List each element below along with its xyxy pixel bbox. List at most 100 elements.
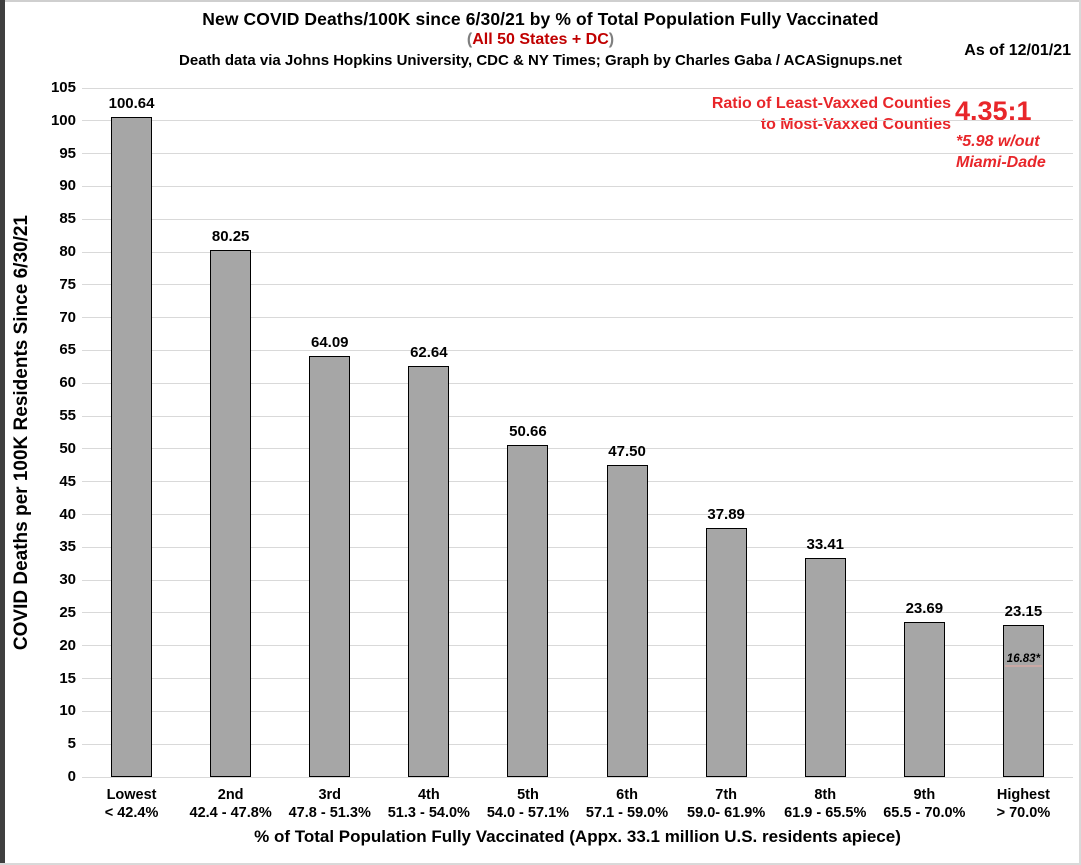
y-axis-tick-label: 100: [50, 111, 76, 129]
bar-value-label: 33.41: [806, 535, 845, 553]
bar-value-label: 64.09: [310, 334, 349, 352]
x-axis-tick-label: 7th 59.0- 61.9%: [669, 786, 784, 822]
gridline: [82, 251, 1073, 253]
y-axis-tick-label: 70: [59, 308, 76, 326]
bar-5th: [507, 444, 549, 777]
x-axis-tick-label: 5th 54.0 - 57.1%: [470, 786, 585, 822]
chart-subtitle: (All 50 States + DC): [0, 31, 1081, 49]
x-axis-tick-label: 4th 51.3 - 54.0%: [371, 786, 486, 822]
y-axis-tick-label: 105: [50, 79, 76, 96]
x-axis-tick-labels: Lowest < 42.4% 2nd 42.4 - 47.8% 3rd 47.8 - 51…: [82, 786, 1073, 826]
gridline: [82, 185, 1073, 187]
gridline: [82, 349, 1073, 351]
as-of-date: As of 12/01/21: [964, 42, 1071, 59]
y-axis-tick-label: 90: [59, 177, 76, 195]
x-axis-tick-label: Highest > 70.0%: [966, 786, 1081, 822]
gridline: [82, 546, 1073, 548]
bar-value-label: 80.25: [211, 228, 250, 246]
x-tick-range: 65.5 - 70.0%: [883, 805, 966, 821]
gridline: [82, 743, 1073, 745]
x-axis-tick-label: Lowest < 42.4%: [74, 786, 189, 822]
subtitle-paren-close: ): [608, 31, 615, 48]
inner-bar-note-label: 16.83*: [1006, 652, 1041, 665]
y-axis-tick-label: 95: [59, 144, 76, 162]
inner-bar-note-line: [1004, 664, 1042, 667]
ratio-footnote: *5.98 w/out Miami-Dade: [956, 131, 1046, 173]
y-axis-tick-label: 15: [59, 669, 76, 687]
x-axis-tick-label: 6th 57.1 - 59.0%: [570, 786, 685, 822]
page-right-border: [1079, 0, 1081, 865]
x-axis-tick-label: 9th 65.5 - 70.0%: [867, 786, 982, 822]
ratio-footnote-line1: *5.98 w/out: [956, 133, 1040, 150]
bar-4th: [408, 365, 450, 777]
x-tick-category: 5th: [517, 787, 539, 803]
y-axis-tick-label: 30: [59, 571, 76, 589]
bar-9th: [903, 621, 945, 777]
source-credit-line: Death data via Johns Hopkins University,…: [179, 52, 902, 69]
y-axis-tick-label: 40: [59, 505, 76, 523]
bar-2nd: [210, 250, 252, 777]
y-axis-tick-label: 85: [59, 210, 76, 228]
x-tick-category: 6th: [616, 787, 638, 803]
plot-area: 100.64 80.25 64.09 62.64 50.66 47.50 37.89 33.4…: [82, 87, 1073, 778]
ratio-annotation-label-line1: Ratio of Least-Vaxxed Counties: [711, 95, 951, 112]
x-tick-category: 9th: [913, 787, 936, 803]
bar-highest: [1002, 625, 1044, 777]
x-axis-tick-label: 8th 61.9 - 65.5%: [768, 786, 883, 822]
y-axis-tick-label: 55: [59, 407, 76, 425]
gridline: [82, 382, 1073, 384]
subtitle-text: All 50 States + DC: [472, 31, 609, 48]
page-bottom-border: [0, 863, 1081, 865]
subtitle-paren-open: (: [466, 31, 473, 48]
y-axis-tick-label: 35: [59, 538, 76, 556]
x-axis-tick-label: 2nd 42.4 - 47.8%: [173, 786, 288, 822]
gridline: [82, 678, 1073, 680]
bar-value-label: 62.64: [410, 343, 448, 361]
y-axis-tick-label: 65: [59, 341, 76, 359]
gridline: [82, 153, 1073, 155]
gridline: [82, 481, 1073, 483]
x-tick-range: 54.0 - 57.1%: [486, 805, 570, 821]
bar-value-label: 47.50: [608, 443, 646, 461]
gridline: [82, 514, 1073, 516]
ratio-annotation-label-line2: to Most-Vaxxed Counties: [760, 116, 951, 133]
bar-value-label: 23.69: [905, 599, 944, 617]
page-left-border-strip: [0, 0, 5, 865]
x-tick-category: 3rd: [318, 787, 342, 803]
gridline: [82, 645, 1073, 647]
x-tick-category: Highest: [996, 787, 1051, 803]
x-tick-range: 47.8 - 51.3%: [288, 805, 371, 821]
gridline: [82, 317, 1073, 319]
x-tick-category: 4th: [417, 787, 440, 803]
gridline: [82, 218, 1073, 220]
bar-7th: [705, 528, 747, 777]
x-tick-category: Lowest: [106, 787, 157, 803]
bar-lowest: [111, 116, 153, 777]
x-tick-category: 2nd: [217, 787, 244, 803]
y-axis-tick-labels: 0 5 10 15 20 25 30 35 40 45 50 55 60 65 70 75 80 85 90 95 10…: [0, 79, 76, 785]
x-tick-range: 51.3 - 54.0%: [387, 805, 470, 821]
x-tick-range: 61.9 - 65.5%: [784, 805, 867, 821]
x-axis-tick-label: 3rd 47.8 - 51.3%: [272, 786, 387, 822]
gridline: [82, 612, 1073, 614]
y-axis-tick-label: 80: [59, 243, 76, 261]
y-axis-tick-label: 45: [59, 472, 76, 490]
y-axis-tick-label: 0: [67, 768, 76, 785]
bar-6th: [606, 465, 648, 777]
bar-3rd: [309, 356, 351, 777]
gridline: [82, 415, 1073, 417]
y-axis-tick-label: 75: [59, 275, 76, 293]
bar-value-label: 23.15: [1004, 603, 1043, 621]
x-tick-range: > 70.0%: [996, 805, 1051, 821]
y-axis-tick-label: 5: [67, 735, 76, 753]
x-tick-range: 57.1 - 59.0%: [585, 805, 669, 821]
page-top-border: [0, 0, 1081, 2]
y-axis-tick-label: 20: [59, 636, 76, 654]
bar-value-label: 50.66: [509, 422, 547, 440]
x-tick-range: 59.0- 61.9%: [687, 805, 766, 821]
y-axis-tick-label: 50: [59, 439, 76, 457]
x-tick-category: 8th: [814, 787, 837, 803]
gridline: [82, 710, 1073, 712]
x-tick-range: 42.4 - 47.8%: [189, 805, 272, 821]
